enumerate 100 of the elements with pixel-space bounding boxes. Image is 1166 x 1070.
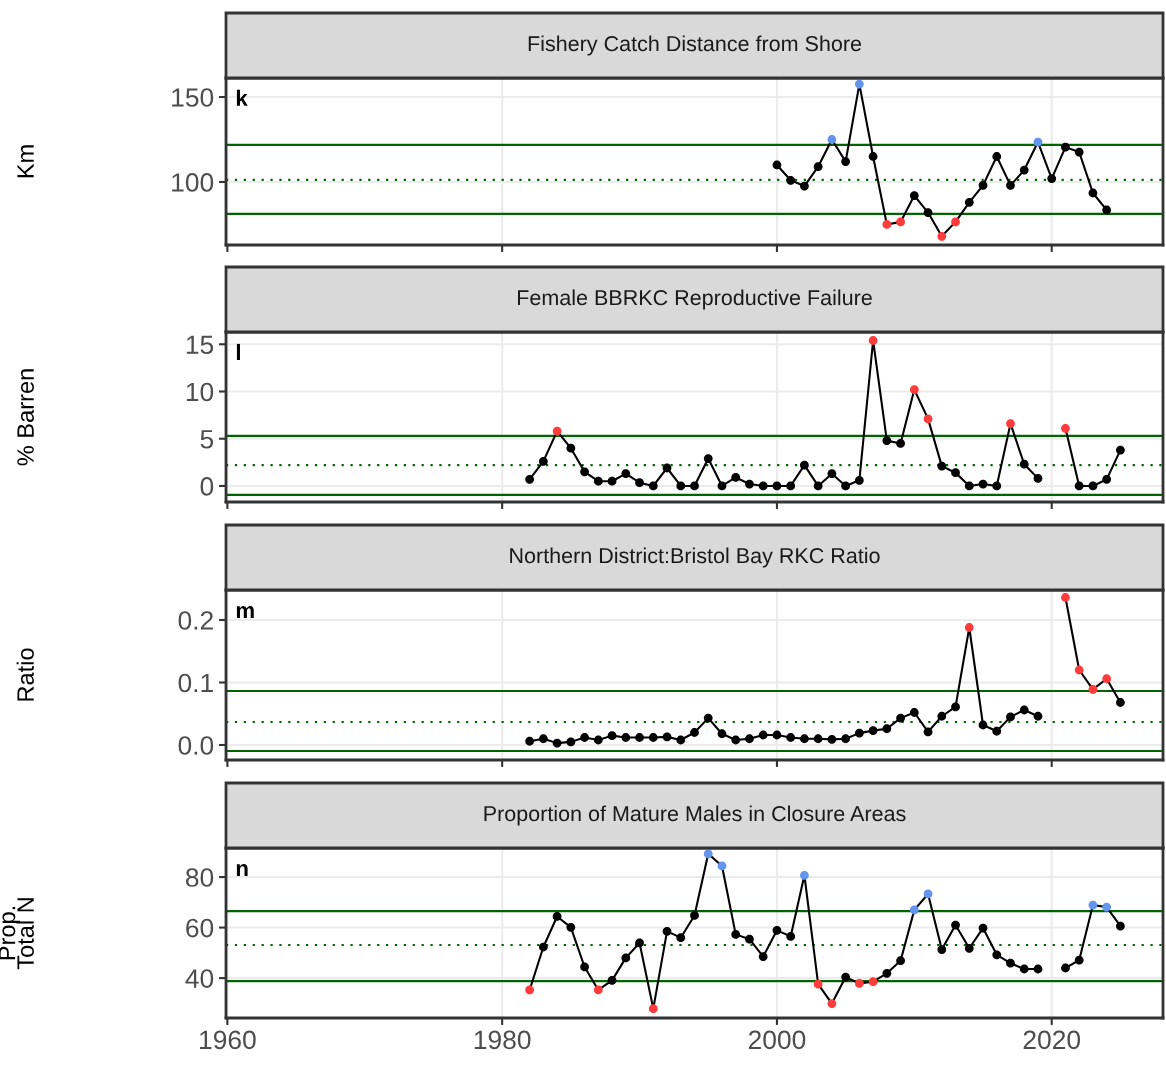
point [854, 475, 864, 485]
point [703, 713, 713, 723]
point [992, 950, 1002, 960]
point [1033, 474, 1043, 483]
point [854, 79, 864, 89]
point [937, 461, 947, 471]
point [580, 962, 589, 972]
point [841, 972, 851, 982]
chart-title: Northern District:Bristol Bay RKC Ratio [510, 547, 880, 568]
point [745, 934, 754, 944]
point [923, 889, 933, 899]
point [992, 152, 1002, 161]
point [1006, 419, 1015, 428]
point [538, 457, 548, 466]
point [1116, 445, 1125, 455]
point [800, 870, 809, 880]
point [566, 922, 576, 932]
point [580, 467, 589, 477]
point [800, 460, 809, 470]
point [978, 479, 988, 489]
y-axis-title: % Barren [17, 369, 34, 466]
point [1088, 188, 1098, 198]
point [538, 942, 548, 952]
point [1061, 142, 1070, 152]
point [1019, 705, 1029, 715]
y-axis-title: Ratio [16, 648, 34, 701]
x-tick-label: 2000 [748, 1030, 806, 1050]
point [882, 436, 892, 445]
point [1116, 921, 1125, 931]
point [580, 733, 589, 742]
chart-title: Proportion of Mature Males in Closure Areas [484, 805, 906, 826]
point [717, 481, 727, 491]
point [882, 220, 892, 229]
point [1006, 180, 1015, 190]
point [951, 920, 960, 930]
point [662, 732, 672, 742]
point [978, 180, 988, 190]
y-axis-title: Km [17, 145, 34, 178]
x-tick-label: 1960 [200, 1030, 256, 1050]
point [868, 726, 878, 736]
point [662, 463, 672, 473]
point [648, 1004, 658, 1014]
point [937, 945, 947, 954]
point [951, 468, 960, 478]
point [868, 152, 878, 161]
point [1074, 481, 1084, 491]
point [1047, 174, 1057, 183]
point [813, 979, 823, 989]
point [896, 956, 905, 966]
annotation: m [236, 606, 254, 618]
point [1074, 955, 1084, 965]
y-tick-label: 100 [172, 173, 214, 192]
point [772, 160, 782, 170]
point [607, 731, 617, 741]
point [1019, 459, 1029, 469]
point [909, 905, 919, 915]
point [635, 478, 644, 488]
point [992, 481, 1002, 491]
point [992, 726, 1002, 736]
point [758, 952, 768, 962]
point [964, 943, 974, 953]
point [923, 414, 933, 424]
point [662, 926, 672, 936]
y-tick-label: 10 [186, 382, 214, 402]
point [813, 481, 823, 491]
point [676, 933, 686, 943]
point [1102, 674, 1112, 684]
point [717, 861, 727, 871]
point [745, 734, 754, 744]
point [717, 729, 727, 739]
x-tick-label: 1980 [474, 1030, 531, 1050]
point [937, 231, 947, 241]
point [621, 953, 631, 963]
point [1033, 711, 1043, 721]
point [896, 713, 905, 723]
point [827, 135, 837, 144]
point [1006, 958, 1015, 968]
point [593, 735, 603, 745]
point [552, 912, 562, 921]
point [827, 999, 837, 1008]
point [648, 481, 658, 491]
point [964, 623, 974, 632]
point [648, 733, 658, 742]
y-tick-label: 0.0 [178, 736, 214, 755]
chart-title: Female BBRKC Reproductive Failure [518, 289, 872, 310]
point [923, 727, 933, 737]
point [1033, 137, 1043, 147]
point [978, 720, 988, 730]
point [923, 208, 933, 217]
point [909, 191, 919, 200]
point [772, 481, 782, 491]
y-tick-label: 0.2 [178, 611, 213, 630]
point [951, 702, 960, 712]
point [1019, 964, 1029, 974]
point [635, 733, 644, 742]
y-tick-label: 0 [200, 477, 214, 496]
point [800, 181, 809, 191]
point [566, 737, 576, 747]
point [1061, 423, 1070, 433]
point [882, 724, 892, 734]
